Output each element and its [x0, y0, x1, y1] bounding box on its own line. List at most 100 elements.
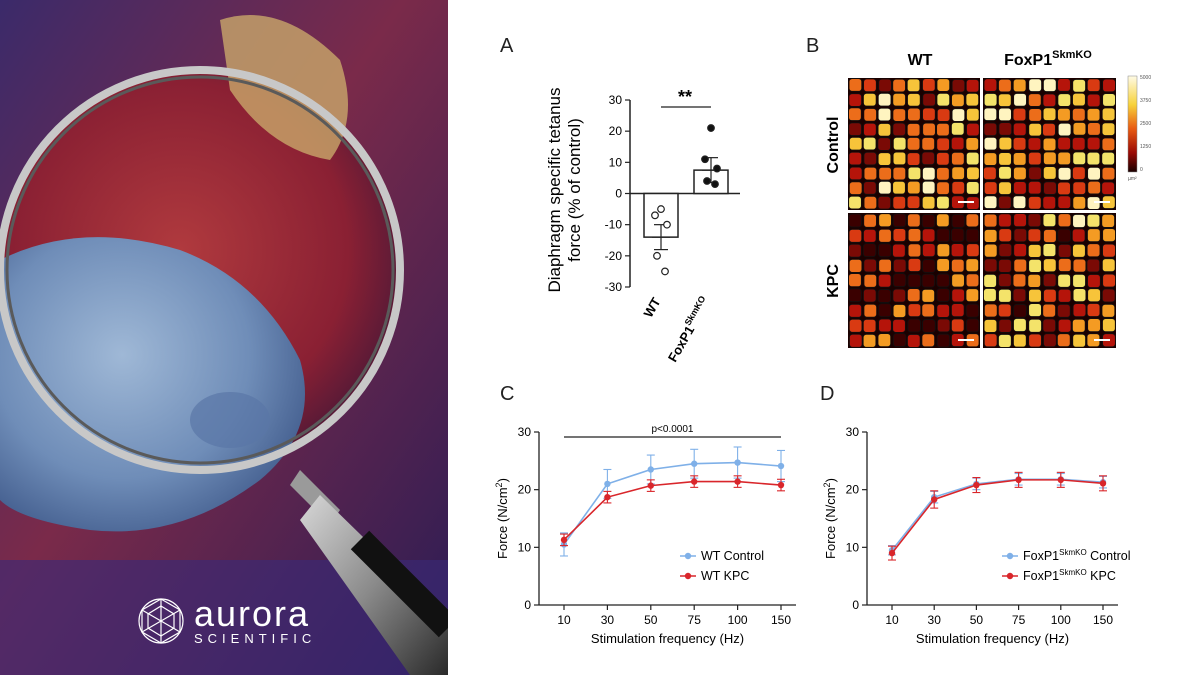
heatmap-cell	[1057, 181, 1071, 196]
panel-letter-c: C	[500, 383, 514, 405]
heatmap-cell	[951, 318, 965, 333]
panel-c-legend-name: WT KPC	[701, 569, 749, 583]
panel-d-data-point	[1099, 480, 1107, 487]
heatmap-cell	[1043, 333, 1057, 348]
heatmap-cell	[892, 195, 906, 210]
heatmap-cell	[998, 318, 1012, 333]
heatmap-cell	[983, 136, 998, 151]
heatmap-cell	[1027, 273, 1042, 288]
heatmap-cell	[848, 93, 862, 107]
heatmap-cell	[951, 93, 965, 107]
heatmap-cell	[1013, 213, 1027, 228]
heatmap-cell	[983, 78, 998, 92]
heatmap-cell	[1072, 273, 1086, 288]
heatmap-cell	[1086, 78, 1101, 92]
heatmap-cell	[921, 180, 936, 195]
heatmap-cell	[1042, 93, 1057, 108]
heatmap-cell	[1101, 137, 1116, 152]
heatmap-cell	[1101, 303, 1116, 318]
heatmap-cell	[877, 273, 892, 288]
panel-b-wt-kpc	[848, 213, 980, 348]
heatmap-cell	[892, 258, 907, 273]
panel-b-col-label-foxp1-main: FoxP1	[1004, 52, 1052, 69]
heatmap-cell	[1072, 243, 1086, 258]
heatmap-cell	[951, 258, 965, 273]
brand-subtitle: SCIENTIFIC	[194, 631, 317, 646]
heatmap-cell	[1102, 273, 1116, 288]
heatmap-cell	[906, 137, 921, 151]
heatmap-cell	[983, 243, 998, 258]
heatmap-cell	[1072, 214, 1086, 228]
heatmap-cell	[1013, 258, 1028, 273]
heatmap-cell	[1101, 151, 1115, 166]
heatmap-cell	[1042, 107, 1057, 121]
heatmap-cell	[1056, 333, 1071, 348]
panel-d-ylabel-main: Force (N/cm	[823, 487, 838, 559]
heatmap-cell	[1028, 108, 1042, 122]
heatmap-cell	[906, 152, 921, 166]
panel-d-ytick-label: 20	[846, 483, 860, 497]
heatmap-cell	[1057, 122, 1072, 137]
heatmap-cell	[1013, 181, 1027, 195]
heatmap-cell	[966, 122, 980, 137]
heatmap-cell	[998, 122, 1013, 136]
colorbar-rect	[1127, 75, 1138, 173]
heatmap-cell	[848, 181, 863, 195]
heatmap-cell	[998, 107, 1012, 122]
heatmap-cell	[998, 228, 1012, 243]
panel-d-data-point	[1015, 476, 1022, 484]
heatmap-cell	[1012, 273, 1027, 288]
colorbar-tick: 1250	[1140, 144, 1151, 150]
panel-c-xtick-label: 150	[771, 613, 791, 627]
heatmap-cell	[863, 288, 877, 303]
magnifier-illustration	[0, 0, 448, 675]
panel-a-bar-chart: Diaphragm specific tetanus force (% of c…	[545, 87, 740, 364]
panel-d-data-point	[888, 549, 896, 557]
heatmap-cell	[863, 196, 878, 210]
heatmap-cell	[1012, 288, 1027, 303]
panel-d-legend-sup: SkmKO	[1059, 548, 1087, 557]
aurora-logo-icon	[138, 598, 184, 644]
heatmap-cell	[1086, 108, 1101, 122]
heatmap-cell	[936, 167, 950, 181]
heatmap-cell	[863, 166, 878, 181]
heatmap-cell	[907, 334, 921, 348]
colorbar-tick: 0	[1140, 167, 1143, 173]
panel-d-ytick-label: 30	[846, 425, 860, 439]
panel-a-ytick-label: -10	[605, 218, 623, 232]
heatmap-cell	[998, 136, 1013, 151]
heatmap-cell	[965, 92, 980, 107]
panel-d-legend-end: KPC	[1087, 569, 1116, 583]
heatmap-cell	[983, 213, 998, 228]
heatmap-cell	[848, 288, 862, 303]
panel-c-ytick-label: 20	[518, 483, 532, 497]
heatmap-cell	[849, 333, 863, 348]
heatmap-cell	[936, 93, 951, 107]
heatmap-cell	[848, 122, 862, 136]
heatmap-cell	[965, 137, 979, 151]
panel-c-legend-marker	[684, 572, 692, 580]
heatmap-cell	[1042, 303, 1056, 318]
heatmap-cell	[1028, 166, 1042, 180]
heatmap-cell	[965, 288, 980, 303]
heatmap-cell	[1087, 228, 1101, 243]
heatmap-cell	[848, 213, 862, 228]
heatmap-cell	[965, 213, 980, 228]
heatmap-cell	[1027, 181, 1042, 195]
heatmap-cell	[1012, 78, 1027, 93]
heatmap-cell	[907, 93, 921, 107]
heatmap-cell	[848, 78, 863, 92]
heatmap-cell	[936, 273, 950, 288]
heatmap-cell	[906, 288, 921, 303]
heatmap-cell	[906, 123, 921, 137]
heatmap-cell	[1027, 137, 1042, 151]
heatmap-cell	[1087, 166, 1101, 181]
heatmap-cell	[1087, 318, 1101, 333]
heatmap-cell	[863, 181, 877, 195]
heatmap-cell	[1072, 92, 1086, 107]
heatmap-cell	[1027, 244, 1042, 258]
heatmap-cell	[892, 228, 907, 242]
heatmap-cell	[907, 258, 922, 272]
heatmap-cell	[951, 288, 965, 303]
heatmap-cell	[1042, 166, 1057, 180]
